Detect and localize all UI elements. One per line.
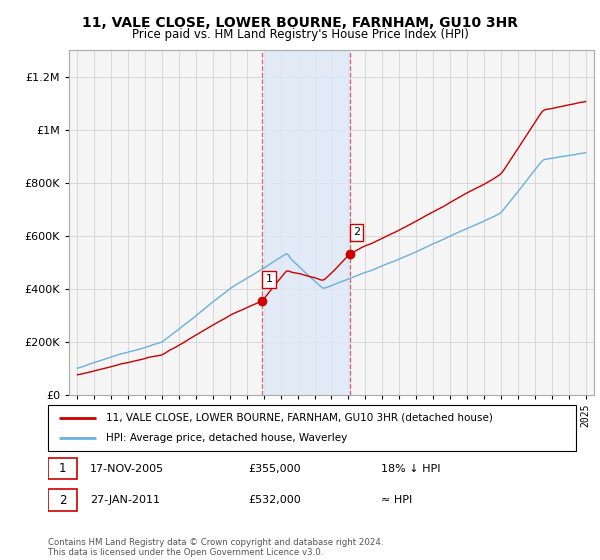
Text: Contains HM Land Registry data © Crown copyright and database right 2024.
This d: Contains HM Land Registry data © Crown c… [48, 538, 383, 557]
Text: £532,000: £532,000 [248, 495, 301, 505]
FancyBboxPatch shape [48, 458, 77, 479]
Bar [264, 50, 350, 395]
Text: HPI: Average price, detached house, Waverley: HPI: Average price, detached house, Wave… [106, 433, 347, 443]
Text: 1: 1 [265, 274, 272, 284]
FancyBboxPatch shape [48, 405, 576, 451]
Text: 11, VALE CLOSE, LOWER BOURNE, FARNHAM, GU10 3HR: 11, VALE CLOSE, LOWER BOURNE, FARNHAM, G… [82, 16, 518, 30]
Text: 2: 2 [59, 493, 66, 507]
Text: 17-NOV-2005: 17-NOV-2005 [90, 464, 164, 474]
FancyBboxPatch shape [48, 489, 77, 511]
Text: 2: 2 [353, 227, 360, 237]
Text: Price paid vs. HM Land Registry's House Price Index (HPI): Price paid vs. HM Land Registry's House … [131, 28, 469, 41]
Text: 18% ↓ HPI: 18% ↓ HPI [380, 464, 440, 474]
Text: 11, VALE CLOSE, LOWER BOURNE, FARNHAM, GU10 3HR (detached house): 11, VALE CLOSE, LOWER BOURNE, FARNHAM, G… [106, 413, 493, 423]
Text: 27-JAN-2011: 27-JAN-2011 [90, 495, 160, 505]
Text: £355,000: £355,000 [248, 464, 301, 474]
Text: 1: 1 [59, 462, 66, 475]
Text: ≈ HPI: ≈ HPI [380, 495, 412, 505]
